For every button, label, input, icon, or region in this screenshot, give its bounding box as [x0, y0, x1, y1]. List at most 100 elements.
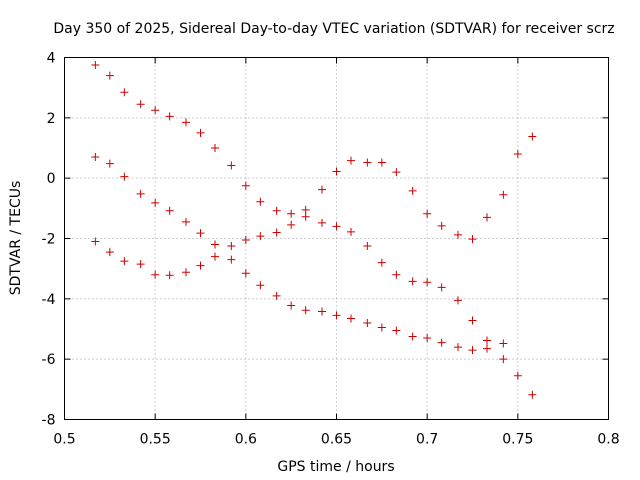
x-tick-labels: 0.5 0.55 0.6 0.65 0.7 0.75 0.8: [53, 432, 619, 448]
data-point: [453, 296, 462, 305]
data-point: [120, 172, 129, 181]
data-point: [301, 212, 310, 221]
data-point: [347, 314, 356, 323]
x-tick-label: 0.6: [235, 432, 257, 448]
data-point: [408, 277, 417, 286]
data-point: [272, 291, 281, 300]
data-point: [241, 181, 250, 190]
data-point: [453, 343, 462, 352]
data-point: [227, 242, 236, 251]
data-point: [211, 144, 220, 152]
data-point: [120, 257, 129, 266]
data-point: [256, 281, 265, 290]
data-point: [392, 326, 401, 335]
data-point: [483, 336, 492, 345]
data-point: [392, 168, 401, 177]
data-point: [256, 232, 265, 241]
data-point: [181, 217, 190, 226]
series-track-3: [91, 237, 537, 399]
series-track-2: [91, 153, 508, 348]
data-point: [423, 278, 432, 287]
data-point: [437, 338, 446, 347]
y-tick-label: 2: [47, 111, 56, 127]
data-point: [91, 61, 100, 70]
x-tick-label: 0.5: [53, 432, 75, 448]
data-point: [136, 189, 145, 198]
data-point: [528, 132, 537, 141]
data-point: [347, 156, 356, 165]
data-point: [227, 255, 236, 264]
data-point: [363, 318, 372, 327]
data-point: [105, 159, 114, 168]
data-point: [437, 221, 446, 230]
data-point: [483, 344, 492, 353]
x-tick-label: 0.65: [321, 432, 352, 448]
data-point: [332, 167, 341, 176]
y-tick-label: -2: [42, 232, 56, 248]
data-point: [332, 311, 341, 320]
series-track-1: [91, 61, 537, 244]
data-point: [468, 346, 477, 355]
data-point: [165, 112, 174, 121]
y-axis-label: SDTVAR / TECUs: [8, 181, 24, 296]
x-tick-label: 0.75: [502, 432, 533, 448]
data-point: [287, 301, 296, 310]
data-point: [483, 213, 492, 222]
data-point: [408, 186, 417, 195]
data-point: [272, 206, 281, 215]
data-point: [136, 100, 145, 109]
data-point: [301, 306, 310, 315]
data-point: [301, 205, 310, 214]
data-point: [105, 248, 114, 257]
data-point: [227, 161, 236, 170]
y-tick-label: -6: [42, 352, 56, 368]
data-point: [211, 252, 220, 261]
x-axis-label: GPS time / hours: [277, 459, 394, 475]
data-point: [105, 71, 114, 80]
data-point: [513, 371, 522, 380]
data-point: [468, 235, 477, 244]
data-point: [256, 197, 265, 206]
data-point: [196, 261, 205, 270]
data-point: [120, 88, 129, 97]
data-point: [423, 209, 432, 218]
data-points: [91, 61, 537, 399]
data-point: [241, 236, 250, 245]
data-point: [453, 230, 462, 239]
data-point: [91, 153, 100, 162]
data-point: [377, 258, 386, 267]
y-tick-label: -4: [42, 292, 56, 308]
data-point: [377, 323, 386, 332]
chart-title: Day 350 of 2025, Sidereal Day-to-day VTE…: [53, 21, 614, 37]
data-point: [165, 206, 174, 215]
y-tick-labels: -8 -6 -4 -2 0 2 4: [42, 51, 56, 429]
data-point: [363, 242, 372, 251]
data-point: [363, 158, 372, 167]
data-point: [151, 106, 160, 115]
x-tick-label: 0.7: [416, 432, 438, 448]
data-point: [317, 218, 326, 227]
data-point: [165, 271, 174, 280]
data-point: [468, 316, 477, 325]
data-point: [392, 270, 401, 279]
data-point: [347, 227, 356, 236]
data-point: [91, 237, 100, 246]
data-point: [513, 150, 522, 159]
data-point: [437, 283, 446, 292]
data-point: [317, 307, 326, 316]
y-tick-label: -8: [42, 413, 56, 429]
data-point: [423, 334, 432, 343]
data-point: [181, 118, 190, 127]
data-point: [528, 390, 537, 399]
data-point: [196, 229, 205, 238]
data-point: [499, 339, 508, 348]
x-tick-label: 0.55: [140, 432, 171, 448]
x-tick-label: 0.8: [597, 432, 619, 448]
data-point: [211, 240, 220, 249]
data-point: [408, 332, 417, 341]
data-point: [499, 190, 508, 199]
data-point: [377, 158, 386, 167]
data-point: [196, 128, 205, 137]
grid: [64, 57, 609, 420]
